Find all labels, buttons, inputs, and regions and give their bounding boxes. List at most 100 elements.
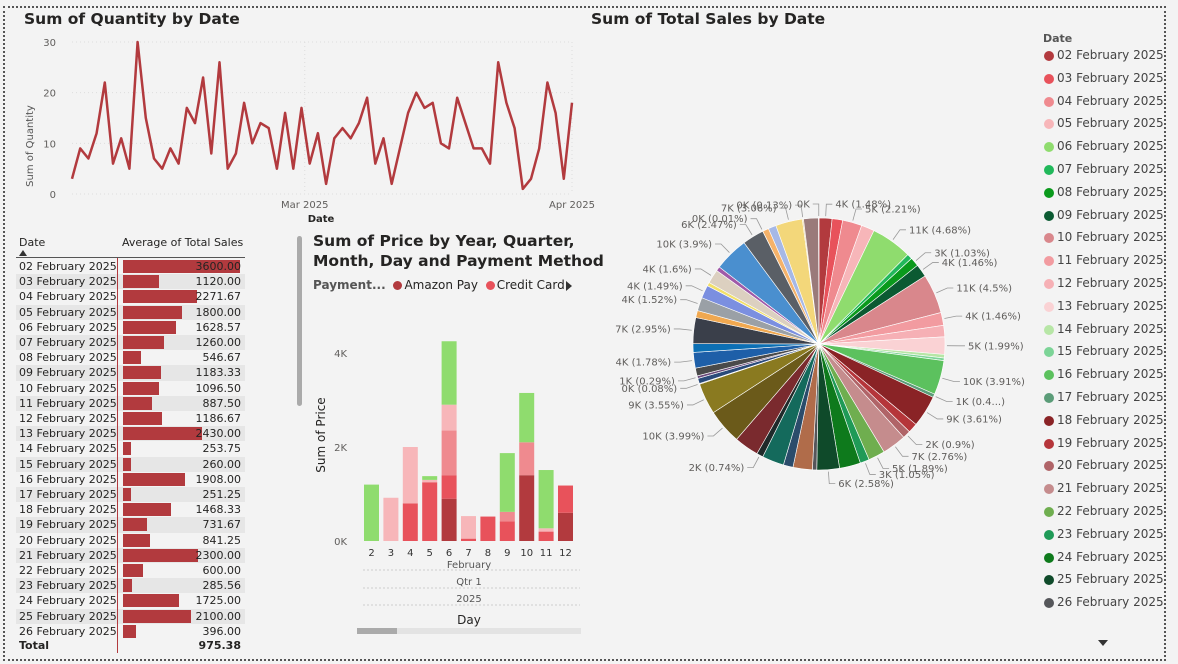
bar-segment[interactable] [538, 528, 554, 532]
bar-segment[interactable] [402, 447, 418, 504]
bar-segment[interactable] [558, 485, 573, 513]
table-row[interactable]: 03 February 2025 1120.00 [16, 274, 245, 290]
bar-segment[interactable] [480, 516, 496, 541]
pie-legend-item[interactable]: 26 February 2025 [1043, 595, 1164, 618]
pie-legend-item[interactable]: 19 February 2025 [1043, 436, 1164, 459]
legend-dot-icon [1044, 142, 1054, 153]
pie-legend-item[interactable]: 08 February 2025 [1043, 185, 1164, 208]
legend-dot-icon [1044, 96, 1054, 107]
bar-segment[interactable] [461, 516, 476, 539]
bar-segment[interactable] [538, 531, 554, 541]
table-row[interactable]: 13 February 2025 2430.00 [16, 426, 245, 442]
bar-segment[interactable] [441, 404, 457, 431]
pie-legend-item[interactable]: 04 February 2025 [1043, 93, 1164, 117]
legend-item-label: 04 February 2025 [1057, 93, 1164, 108]
pie-legend-item[interactable]: 20 February 2025 [1043, 458, 1164, 481]
table-row[interactable]: 02 February 2025 3600.00 [16, 259, 245, 274]
bar-segment[interactable] [422, 479, 438, 483]
table-row[interactable]: 11 February 2025 887.50 [16, 395, 245, 411]
bar-segment[interactable] [499, 511, 515, 522]
bar-segment[interactable] [441, 430, 457, 476]
bar-segment[interactable] [519, 392, 535, 443]
bar-segment[interactable] [499, 453, 515, 512]
pie-legend-item[interactable]: 18 February 2025 [1043, 413, 1164, 436]
table-row[interactable]: 10 February 2025 1096.50 [16, 381, 245, 396]
table-row[interactable]: 23 February 2025 285.56 [16, 578, 245, 594]
table-row[interactable]: 14 February 2025 253.75 [16, 441, 245, 456]
bar-segment[interactable] [402, 503, 418, 541]
bar-segment[interactable] [519, 442, 535, 476]
bar-segment[interactable] [461, 538, 476, 541]
pie-data-label: 7K (2.95%) [615, 324, 671, 335]
pie-legend-item[interactable]: 05 February 2025 [1043, 116, 1164, 139]
pie-legend-item[interactable]: 24 February 2025 [1043, 550, 1164, 573]
bar-segment[interactable] [499, 521, 515, 541]
pie-legend-item[interactable]: 06 February 2025 [1043, 139, 1164, 162]
line-series-quantity[interactable] [70, 40, 574, 191]
average-total-sales-table[interactable]: Date Average of Total Sales 02 February … [16, 232, 245, 656]
bar-segment[interactable] [364, 484, 379, 541]
pie-legend-item[interactable]: 14 February 2025 [1043, 322, 1164, 345]
table-row[interactable]: 04 February 2025 2271.67 [16, 289, 245, 304]
table-row[interactable]: 12 February 2025 1186.67 [16, 411, 245, 426]
pie-chart[interactable]: 4K (1.48%)5K (2.21%) 11K (4.68%) 3K (1.03%… [600, 180, 1040, 500]
pie-legend-item[interactable]: 13 February 2025 [1043, 299, 1164, 322]
col-header-average-total-sales[interactable]: Average of Total Sales [122, 236, 244, 249]
bar-segment[interactable] [441, 341, 457, 405]
pie-legend-item[interactable]: 23 February 2025 [1043, 527, 1164, 550]
table-row[interactable]: 06 February 2025 1628.57 [16, 320, 245, 335]
table-row[interactable]: 18 February 2025 1468.33 [16, 502, 245, 517]
bar-segment[interactable] [422, 476, 438, 480]
horizontal-scrollbar[interactable] [357, 628, 581, 634]
vertical-scrollbar[interactable] [297, 236, 302, 406]
table-row[interactable]: 20 February 2025 841.25 [16, 533, 245, 548]
bar-segment[interactable] [441, 498, 457, 541]
table-row[interactable]: 08 February 2025 546.67 [16, 350, 245, 365]
pie-legend-item[interactable]: 22 February 2025 [1043, 504, 1164, 527]
bar-segment[interactable] [558, 512, 573, 541]
pie-legend-item[interactable]: 03 February 2025 [1043, 71, 1164, 94]
bar-legend-credit-card[interactable]: Credit Card [496, 278, 565, 292]
pie-legend-item[interactable]: 15 February 2025 [1043, 344, 1164, 367]
line-chart[interactable]: Sum of Quantity 0 10 20 30 Mar 2025 Apr 2025… [16, 28, 596, 228]
legend-scroll-down-icon[interactable] [1098, 640, 1108, 646]
pie-legend-item[interactable]: 17 February 2025 [1043, 390, 1164, 413]
pie-legend-item[interactable]: 10 February 2025 [1043, 230, 1164, 253]
pie-leader-line [852, 208, 862, 221]
legend-next-arrow-icon[interactable] [566, 281, 572, 291]
pie-legend-item[interactable]: 16 February 2025 [1043, 367, 1164, 390]
sort-desc-icon[interactable] [19, 250, 27, 256]
bar-chart[interactable]: Sum of Price 0K 2K 4K 2 3 4 5 6 7 8 9 10 11 12 Febru… [305, 330, 590, 630]
table-row[interactable]: 25 February 2025 2100.00 [16, 608, 245, 624]
pie-legend-item[interactable]: 09 February 2025 [1043, 208, 1164, 231]
bar-chart-legend[interactable]: Payment... Amazon Pay Credit Card [313, 278, 565, 292]
table-row[interactable]: 09 February 2025 1183.33 [16, 365, 245, 381]
table-row[interactable]: 22 February 2025 600.00 [16, 563, 245, 578]
table-row[interactable]: 05 February 2025 1800.00 [16, 304, 245, 320]
table-row[interactable]: 07 February 2025 1260.00 [16, 335, 245, 351]
pie-legend-item[interactable]: 07 February 2025 [1043, 162, 1164, 185]
pie-legend[interactable]: Date 02 February 2025 03 February 2025 04 … [1043, 32, 1164, 618]
pie-data-label: 3K (1.05%) [879, 470, 935, 481]
pie-legend-item[interactable]: 12 February 2025 [1043, 276, 1164, 299]
pie-legend-item[interactable]: 25 February 2025 [1043, 572, 1164, 595]
bar-segment[interactable] [441, 475, 457, 499]
bar-legend-amazon-pay[interactable]: Amazon Pay [404, 278, 478, 292]
table-row[interactable]: 17 February 2025 251.25 [16, 487, 245, 503]
table-row[interactable]: 24 February 2025 1725.00 [16, 593, 245, 608]
table-row[interactable]: 21 February 2025 2300.00 [16, 547, 245, 563]
pie-legend-item[interactable]: 02 February 2025 [1043, 48, 1164, 71]
pie-legend-item[interactable]: 21 February 2025 [1043, 481, 1164, 504]
bar-segment[interactable] [519, 475, 535, 541]
table-row[interactable]: 19 February 2025 731.67 [16, 517, 245, 533]
bar-segment[interactable] [383, 497, 399, 541]
table-row[interactable]: 16 February 2025 1908.00 [16, 472, 245, 487]
col-header-date[interactable]: Date [19, 236, 46, 249]
bar-segment[interactable] [538, 470, 554, 529]
bar-segment[interactable] [422, 482, 438, 541]
table-row[interactable]: 15 February 2025 260.00 [16, 456, 245, 472]
pie-legend-item[interactable]: 11 February 2025 [1043, 253, 1164, 276]
scrollbar-thumb[interactable] [357, 628, 397, 634]
table-row[interactable]: 26 February 2025 396.00 [16, 624, 245, 639]
row-date: 23 February 2025 [19, 579, 117, 593]
